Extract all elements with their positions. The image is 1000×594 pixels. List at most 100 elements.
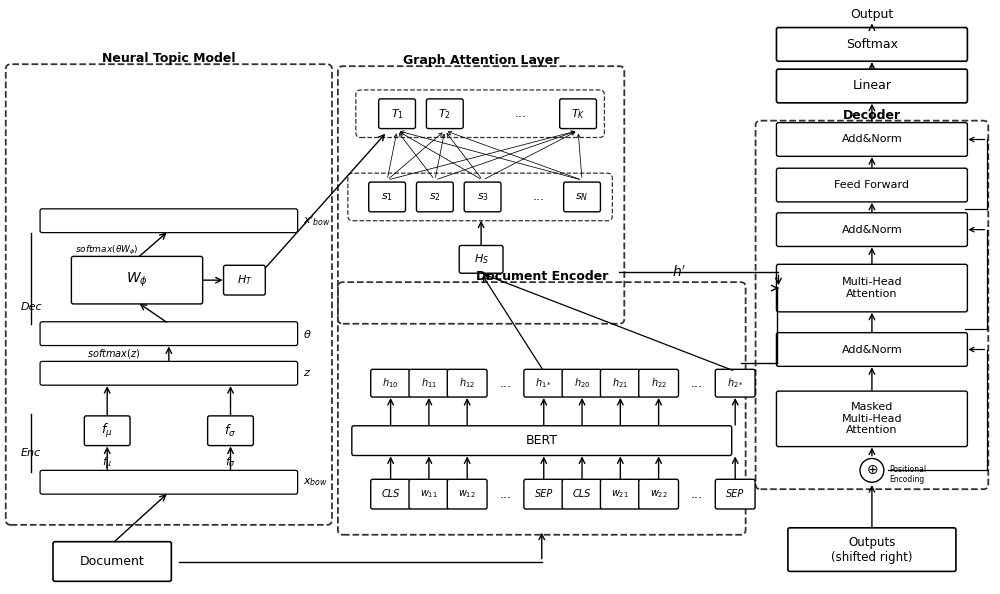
Text: Multi-Head
Attention: Multi-Head Attention <box>842 277 902 299</box>
Text: $s_2$: $s_2$ <box>429 191 441 203</box>
FancyBboxPatch shape <box>639 369 679 397</box>
Text: Feed Forward: Feed Forward <box>834 180 909 190</box>
Text: Linear: Linear <box>852 80 891 93</box>
FancyBboxPatch shape <box>776 264 967 312</box>
Text: $W_\phi$: $W_\phi$ <box>126 271 148 289</box>
FancyBboxPatch shape <box>600 479 640 509</box>
FancyBboxPatch shape <box>524 369 564 397</box>
FancyBboxPatch shape <box>776 27 967 61</box>
FancyBboxPatch shape <box>464 182 501 212</box>
Text: $s_1$: $s_1$ <box>381 191 393 203</box>
Text: $w_{11}$: $w_{11}$ <box>420 488 438 500</box>
FancyBboxPatch shape <box>371 479 411 509</box>
Text: $h'$: $h'$ <box>672 265 686 280</box>
FancyBboxPatch shape <box>71 257 203 304</box>
Text: Add&Norm: Add&Norm <box>842 225 902 235</box>
FancyBboxPatch shape <box>369 182 406 212</box>
Text: Dec: Dec <box>21 302 42 312</box>
FancyBboxPatch shape <box>776 391 967 447</box>
FancyBboxPatch shape <box>379 99 415 128</box>
FancyBboxPatch shape <box>600 369 640 397</box>
Text: ...: ... <box>691 377 703 390</box>
Text: $\theta$: $\theta$ <box>303 328 311 340</box>
Text: Add&Norm: Add&Norm <box>842 134 902 144</box>
Text: $s_3$: $s_3$ <box>477 191 489 203</box>
Text: Masked
Multi-Head
Attention: Masked Multi-Head Attention <box>842 402 902 435</box>
FancyBboxPatch shape <box>416 182 453 212</box>
FancyBboxPatch shape <box>409 369 449 397</box>
Text: $h_{2*}$: $h_{2*}$ <box>727 376 744 390</box>
FancyBboxPatch shape <box>776 69 967 103</box>
FancyBboxPatch shape <box>776 333 967 366</box>
Text: $f_\mu$: $f_\mu$ <box>101 422 113 440</box>
Text: Enc: Enc <box>21 447 41 457</box>
Text: Outputs
(shifted right): Outputs (shifted right) <box>831 536 913 564</box>
Text: Softmax: Softmax <box>846 38 898 51</box>
Text: $h_{1*}$: $h_{1*}$ <box>535 376 552 390</box>
FancyBboxPatch shape <box>40 322 298 346</box>
Text: CLS: CLS <box>381 489 400 499</box>
FancyBboxPatch shape <box>447 369 487 397</box>
FancyBboxPatch shape <box>788 528 956 571</box>
Text: $x'_{bow}$: $x'_{bow}$ <box>303 213 331 228</box>
Text: ...: ... <box>499 377 511 390</box>
FancyBboxPatch shape <box>40 361 298 385</box>
FancyBboxPatch shape <box>40 470 298 494</box>
Text: $x_{bow}$: $x_{bow}$ <box>303 476 328 488</box>
Text: Graph Attention Layer: Graph Attention Layer <box>403 54 559 67</box>
Text: $f_\sigma$: $f_\sigma$ <box>224 423 237 439</box>
FancyBboxPatch shape <box>352 426 732 456</box>
Text: Add&Norm: Add&Norm <box>842 345 902 355</box>
Text: $w_{22}$: $w_{22}$ <box>650 488 668 500</box>
FancyBboxPatch shape <box>459 245 503 273</box>
Text: $s_N$: $s_N$ <box>575 191 589 203</box>
Text: $h_{21}$: $h_{21}$ <box>612 376 628 390</box>
FancyBboxPatch shape <box>426 99 463 128</box>
Text: $w_{21}$: $w_{21}$ <box>611 488 629 500</box>
FancyBboxPatch shape <box>564 182 600 212</box>
FancyBboxPatch shape <box>776 168 967 202</box>
Text: Neural Topic Model: Neural Topic Model <box>102 52 236 65</box>
Text: SEP: SEP <box>726 489 744 499</box>
FancyBboxPatch shape <box>715 369 755 397</box>
Text: Document: Document <box>80 555 145 568</box>
Text: $w_{12}$: $w_{12}$ <box>458 488 476 500</box>
FancyBboxPatch shape <box>562 369 602 397</box>
FancyBboxPatch shape <box>224 266 265 295</box>
FancyBboxPatch shape <box>715 479 755 509</box>
FancyBboxPatch shape <box>84 416 130 446</box>
Text: $h_{12}$: $h_{12}$ <box>459 376 475 390</box>
FancyBboxPatch shape <box>562 479 602 509</box>
Text: $H_S$: $H_S$ <box>474 252 489 266</box>
Text: ...: ... <box>514 108 526 120</box>
Text: Decoder: Decoder <box>843 109 901 122</box>
FancyBboxPatch shape <box>40 209 298 233</box>
Text: CLS: CLS <box>573 489 591 499</box>
Text: $h_{20}$: $h_{20}$ <box>574 376 590 390</box>
Text: ...: ... <box>691 488 703 501</box>
Text: SEP: SEP <box>535 489 553 499</box>
Text: $f_\mu$: $f_\mu$ <box>102 456 112 472</box>
FancyBboxPatch shape <box>53 542 171 582</box>
Text: Output: Output <box>850 8 894 21</box>
Text: $T_1$: $T_1$ <box>391 107 404 121</box>
FancyBboxPatch shape <box>447 479 487 509</box>
Text: $h_{10}$: $h_{10}$ <box>382 376 399 390</box>
Text: Document Encoder: Document Encoder <box>476 270 608 283</box>
Text: $T_2$: $T_2$ <box>438 107 451 121</box>
FancyBboxPatch shape <box>776 213 967 247</box>
Text: $f_\sigma$: $f_\sigma$ <box>225 456 236 469</box>
Text: $\oplus$: $\oplus$ <box>866 463 878 478</box>
Text: BERT: BERT <box>526 434 558 447</box>
FancyBboxPatch shape <box>371 369 411 397</box>
FancyBboxPatch shape <box>409 479 449 509</box>
FancyBboxPatch shape <box>639 479 679 509</box>
Text: $z$: $z$ <box>303 368 311 378</box>
Text: $h_{22}$: $h_{22}$ <box>651 376 667 390</box>
Text: ...: ... <box>532 191 544 203</box>
Text: $T_K$: $T_K$ <box>571 107 585 121</box>
Text: Positional
Encoding: Positional Encoding <box>889 465 926 484</box>
Text: $h_{11}$: $h_{11}$ <box>421 376 437 390</box>
Text: $H_T$: $H_T$ <box>237 273 252 287</box>
FancyBboxPatch shape <box>560 99 596 128</box>
